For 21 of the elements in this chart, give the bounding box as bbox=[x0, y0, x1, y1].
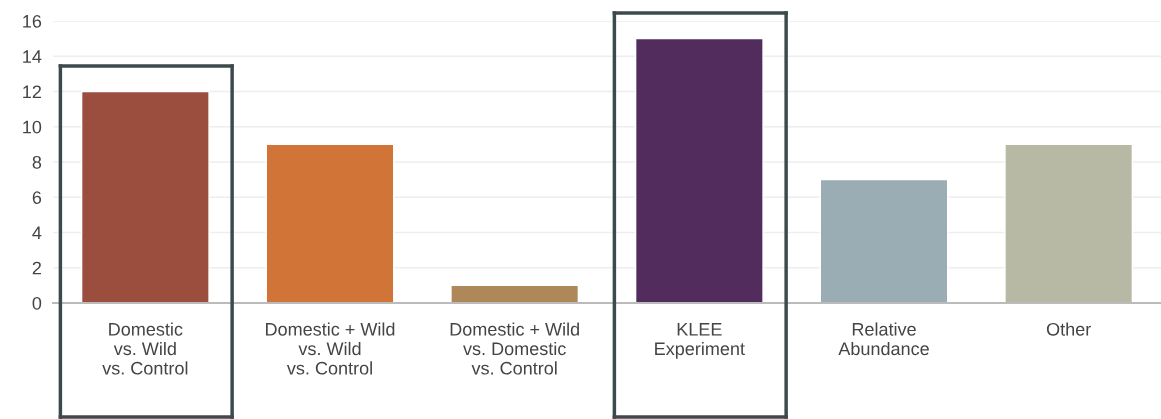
bar bbox=[1004, 143, 1134, 303]
x-tick-label: Domestic vs. Wild vs. Control bbox=[102, 322, 188, 375]
x-tick-label: KLEE Experiment bbox=[655, 323, 745, 359]
y-tick-label: 14 bbox=[23, 50, 42, 63]
x-tick-label: Domestic + Wild vs. Domestic vs. Control bbox=[450, 322, 579, 375]
x-tick-label: Relative Abundance bbox=[838, 322, 929, 356]
y-tick-label: 0 bbox=[32, 296, 42, 310]
y-tick-label: 6 bbox=[32, 191, 42, 204]
bar bbox=[634, 37, 764, 303]
x-tick-label: Other bbox=[1046, 322, 1091, 336]
y-tick-label: 2 bbox=[32, 261, 41, 275]
y-tick-label: 12 bbox=[23, 85, 41, 99]
y-tick-label: 8 bbox=[32, 155, 42, 169]
y-tick-label: 4 bbox=[32, 226, 42, 240]
bar bbox=[450, 284, 580, 303]
y-tick-label: 16 bbox=[23, 14, 42, 28]
bar bbox=[819, 178, 949, 303]
x-tick-label: Domestic + Wild vs. Wild vs. Control bbox=[266, 322, 395, 375]
y-tick-label: 10 bbox=[23, 120, 42, 134]
bar bbox=[265, 143, 395, 303]
bar bbox=[80, 90, 210, 303]
